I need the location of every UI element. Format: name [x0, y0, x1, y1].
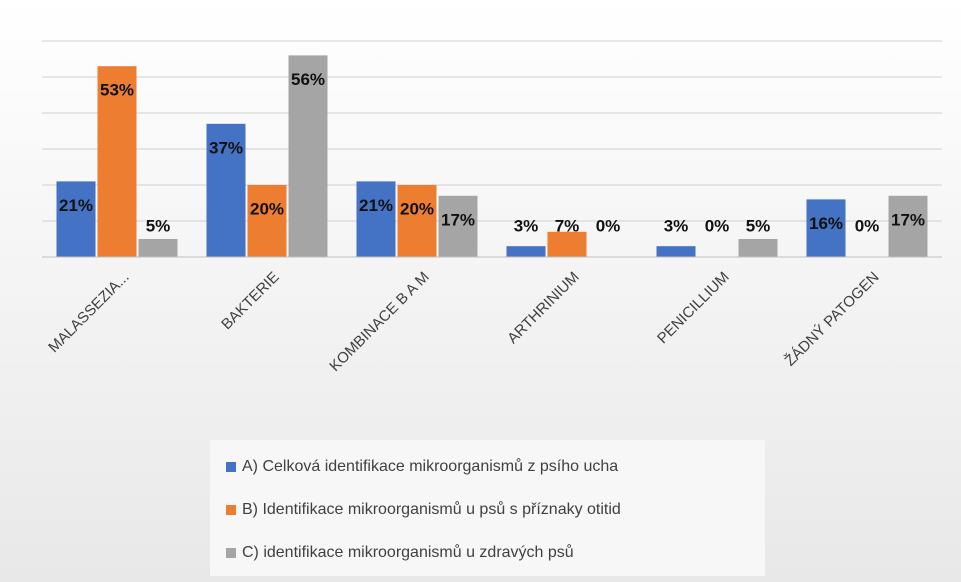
- bar: [888, 195, 928, 257]
- data-label: 56%: [291, 70, 325, 89]
- bar: [547, 231, 587, 257]
- bar: [438, 195, 478, 257]
- bar: [656, 246, 696, 257]
- bar: [288, 55, 328, 258]
- data-label: 21%: [359, 196, 393, 215]
- data-label: 0%: [705, 216, 730, 235]
- data-label: 20%: [250, 199, 284, 218]
- legend-swatch: [226, 548, 236, 558]
- data-label: 5%: [146, 216, 171, 235]
- bar: [506, 246, 546, 257]
- data-label: 20%: [400, 199, 434, 218]
- data-label: 7%: [555, 216, 580, 235]
- data-label: 5%: [746, 216, 771, 235]
- data-label: 53%: [100, 81, 134, 100]
- legend-box: [210, 440, 765, 576]
- legend-label: C) identifikace mikroorganismů u zdravýc…: [242, 543, 574, 561]
- data-label: 3%: [664, 216, 689, 235]
- bar: [206, 123, 246, 257]
- data-label: 3%: [514, 216, 539, 235]
- bar: [806, 199, 846, 257]
- legend-label: B) Identifikace mikroorganismů u psů s p…: [242, 500, 621, 518]
- data-label: 37%: [209, 138, 243, 157]
- data-label: 0%: [855, 216, 880, 235]
- bar: [356, 181, 396, 257]
- data-label: 16%: [809, 214, 843, 233]
- data-label: 21%: [59, 196, 93, 215]
- data-label: 17%: [441, 210, 475, 229]
- bar: [56, 181, 96, 257]
- bar: [138, 239, 178, 257]
- legend-swatch: [226, 505, 236, 515]
- bar: [397, 185, 437, 257]
- data-label: 0%: [596, 216, 621, 235]
- legend-swatch: [226, 462, 236, 472]
- bar: [247, 185, 287, 257]
- bar: [738, 239, 778, 257]
- data-label: 17%: [891, 210, 925, 229]
- bar: [97, 66, 137, 257]
- legend-label: A) Celková identifikace mikroorganismů z…: [242, 457, 618, 475]
